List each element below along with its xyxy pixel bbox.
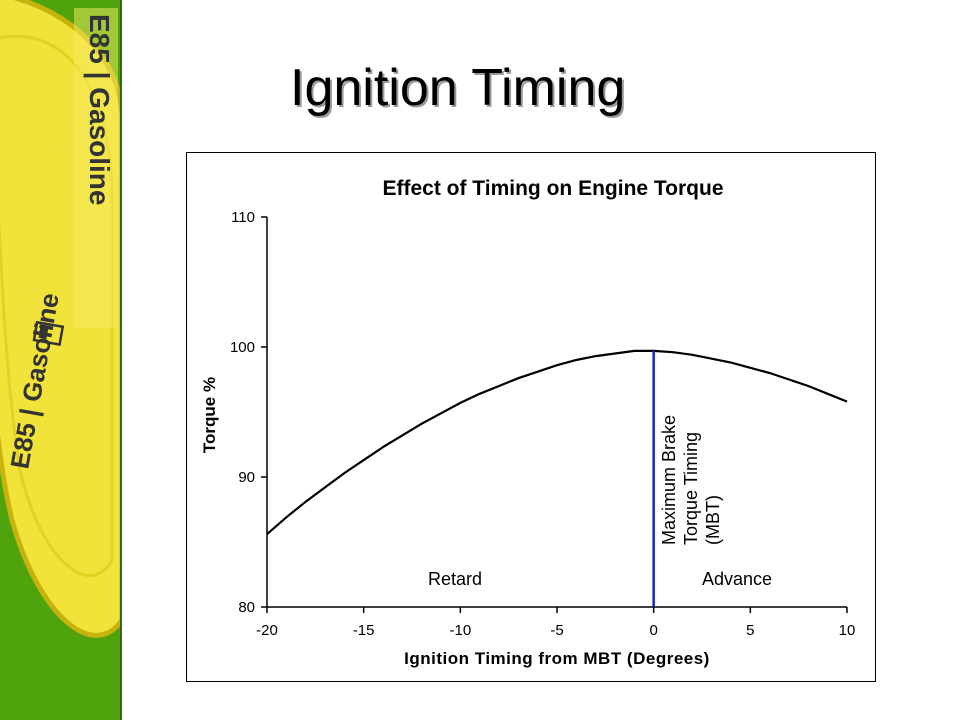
fuel-cap-graphic: E85 | Gasoline E85 | Gasoline — [0, 0, 122, 638]
left-banner: E85 | Gasoline E85 | Gasoline — [0, 0, 122, 720]
mbt-label-line3: (MBT) — [703, 495, 723, 545]
chart-series — [266, 349, 848, 607]
x-tick-label: -15 — [353, 622, 375, 639]
slide-title: Ignition Timing — [290, 59, 626, 117]
chart-axes — [266, 217, 847, 608]
y-tick-label: 80 — [238, 599, 255, 616]
x-axis-title: Ignition Timing from MBT (Degrees) — [404, 649, 710, 668]
y-tick-label: 100 — [230, 339, 255, 356]
x-tick-label: -5 — [550, 622, 563, 639]
chart-annotations: Retard Advance Maximum Brake Torque Timi… — [428, 415, 772, 589]
y-tick-label: 110 — [231, 209, 255, 226]
mbt-label-line2: Torque Timing — [681, 432, 701, 545]
chart-title: Effect of Timing on Engine Torque — [382, 177, 723, 200]
x-tick-label: 0 — [649, 622, 657, 639]
x-tick-label: 5 — [746, 622, 754, 639]
retard-label: Retard — [428, 569, 482, 589]
torque-chart: Effect of Timing on Engine Torque -20 -15… — [200, 177, 855, 668]
y-tick-label: 90 — [238, 469, 255, 486]
x-tick-label: 10 — [839, 622, 856, 639]
banner-text-upper: E85 | Gasoline — [84, 14, 115, 205]
advance-label: Advance — [702, 569, 772, 589]
torque-curve — [266, 349, 848, 536]
chart-ticks: -20 -15 -10 -5 0 5 10 80 90 100 110 — [230, 209, 855, 639]
chart-frame: Effect of Timing on Engine Torque -20 -15… — [186, 152, 876, 682]
mbt-label-line1: Maximum Brake — [659, 415, 679, 545]
x-tick-label: -20 — [256, 622, 278, 639]
y-axis-title: Torque % — [200, 377, 219, 453]
fuel-pump-icon — [32, 320, 65, 346]
x-tick-label: -10 — [449, 622, 471, 639]
